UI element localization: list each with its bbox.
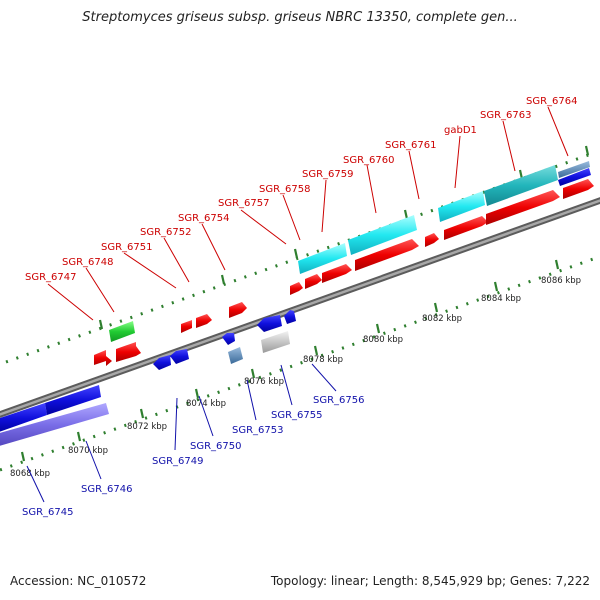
tick-label: 8068 kbp [10, 469, 50, 479]
gene-feature[interactable] [558, 161, 590, 178]
gene-feature[interactable] [348, 215, 417, 255]
gene-feature[interactable] [290, 282, 303, 295]
gene-label[interactable]: SGR_6757 [218, 198, 270, 209]
genome-summary-text: Topology: linear; Length: 8,545,929 bp; … [270, 574, 590, 588]
gene-feature[interactable] [94, 350, 112, 366]
gene-feature[interactable] [261, 331, 290, 353]
forward-feature-row-a [109, 161, 591, 342]
gene-feature[interactable] [229, 302, 247, 318]
gene-feature[interactable] [153, 355, 171, 370]
tick-label: 8078 kbp [303, 355, 343, 365]
forward-feature-row-b [94, 179, 594, 366]
gene-label[interactable]: SGR_6752 [140, 227, 192, 238]
gene-feature[interactable] [322, 264, 352, 283]
gene-label[interactable]: SGR_6756 [313, 395, 365, 406]
gene-label[interactable]: SGR_6764 [526, 96, 578, 107]
tick-label: 8086 kbp [541, 276, 581, 286]
reverse-leader-lines [26, 363, 337, 503]
gene-label[interactable]: SGR_6754 [178, 213, 230, 224]
gene-label[interactable]: SGR_6759 [302, 169, 354, 180]
gene-feature[interactable] [355, 239, 419, 271]
gene-label[interactable]: gabD1 [444, 125, 477, 136]
gene-feature[interactable] [0, 403, 47, 433]
gene-feature[interactable] [284, 310, 296, 324]
gene-feature[interactable] [563, 179, 594, 199]
tick-label: 8082 kbp [422, 314, 462, 324]
gene-label[interactable]: SGR_6753 [232, 425, 284, 436]
forward-leader-lines [47, 106, 569, 321]
gene-label[interactable]: SGR_6751 [101, 242, 153, 253]
gene-feature[interactable] [298, 243, 347, 274]
gene-feature[interactable] [305, 274, 322, 289]
gene-feature[interactable] [0, 403, 109, 446]
gene-feature[interactable] [484, 165, 558, 206]
tick-label: 8080 kbp [363, 335, 403, 345]
gene-label[interactable]: SGR_6745 [22, 507, 74, 518]
gene-feature[interactable] [558, 168, 591, 186]
gene-feature[interactable] [109, 321, 135, 342]
map-title: Streptomyces griseus subsp. griseus NBRC… [82, 10, 518, 25]
reverse-features[interactable] [0, 310, 296, 446]
scale-tick-labels: 8068 kbp 8070 kbp 8072 kbp 8074 kbp 8076… [10, 276, 581, 479]
gene-feature[interactable] [228, 347, 243, 364]
gene-label[interactable]: SGR_6749 [152, 456, 204, 467]
gene-feature[interactable] [196, 314, 212, 328]
tick-label: 8072 kbp [127, 422, 167, 432]
scale-major-ticks [20, 259, 560, 462]
gene-label[interactable]: SGR_6758 [259, 184, 311, 195]
gene-feature[interactable] [257, 315, 282, 332]
tick-label: 8074 kbp [186, 399, 226, 409]
gene-label[interactable]: SGR_6763 [480, 110, 532, 121]
gene-feature[interactable] [116, 342, 141, 362]
gene-label[interactable]: SGR_6747 [25, 272, 77, 283]
tick-label: 8076 kbp [244, 377, 284, 387]
gene-feature[interactable] [222, 333, 235, 345]
accession-text: Accession: NC_010572 [10, 574, 147, 588]
gene-feature[interactable] [486, 190, 560, 225]
reverse-gene-labels: SGR_6745 SGR_6746 SGR_6749 SGR_6750 SGR_… [22, 395, 365, 518]
tick-label: 8070 kbp [68, 446, 108, 456]
chromosome-backbone [0, 197, 600, 418]
gene-label[interactable]: SGR_6760 [343, 155, 395, 166]
gene-feature[interactable] [181, 320, 192, 333]
gene-label[interactable]: SGR_6746 [81, 484, 133, 495]
tick-label: 8084 kbp [481, 294, 521, 304]
gene-feature[interactable] [170, 349, 189, 364]
gene-feature[interactable] [425, 233, 439, 247]
gene-feature[interactable] [438, 191, 485, 222]
gene-feature[interactable] [444, 216, 488, 240]
gene-label[interactable]: SGR_6761 [385, 140, 437, 151]
forward-features[interactable] [94, 161, 594, 366]
gene-feature[interactable] [45, 385, 101, 415]
forward-gene-labels: SGR_6747 SGR_6748 SGR_6751 SGR_6752 SGR_… [25, 96, 578, 283]
gene-label[interactable]: SGR_6748 [62, 257, 114, 268]
gene-label[interactable]: SGR_6750 [190, 441, 242, 452]
gene-label[interactable]: SGR_6755 [271, 410, 323, 421]
